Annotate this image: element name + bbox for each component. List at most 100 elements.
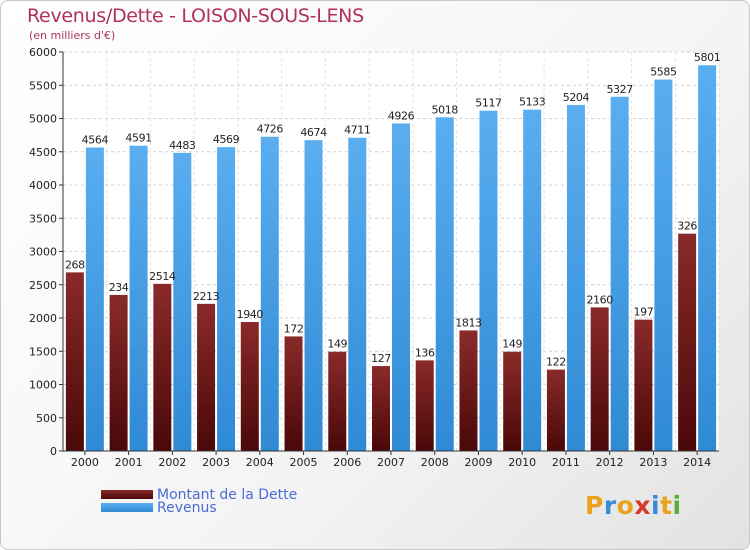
- data-label-dette-2013: 197: [634, 306, 654, 319]
- y-tick-label: 2500: [29, 279, 57, 292]
- bar-revenus-2004: [260, 136, 279, 451]
- bar-revenus-2003: [217, 147, 236, 451]
- y-axis: 0 500 1000 1500 2000 2500 3000 3500 4000 4500 5000…: [29, 46, 64, 458]
- y-tick-label: 5500: [29, 79, 57, 92]
- data-label-dette-2014: 326: [677, 220, 697, 233]
- bar-dette-2006: [328, 351, 347, 451]
- bar-revenus-2010: [523, 109, 542, 451]
- data-label-revenus-2004: 4726: [257, 123, 284, 136]
- logo-letter: i: [672, 491, 682, 520]
- legend-swatch-revenus: [101, 503, 153, 512]
- x-tick-label: 2000: [71, 456, 99, 469]
- bar-revenus-2012: [610, 96, 629, 451]
- y-tick-label: 4000: [29, 179, 57, 192]
- bar-dette-2010: [503, 351, 522, 451]
- x-tick-label: 2008: [421, 456, 449, 469]
- bar-revenus-2002: [173, 152, 192, 451]
- data-label-revenus-2003: 4569: [213, 133, 240, 146]
- bar-dette-2013: [634, 319, 653, 451]
- bar-dette-2011: [546, 369, 565, 451]
- chart-title: Revenus/Dette - LOISON-SOUS-LENS: [27, 5, 364, 27]
- legend-label-revenus: Revenus: [157, 500, 217, 516]
- data-label-dette-2005: 172: [284, 322, 304, 335]
- data-label-dette-2011: 122: [546, 356, 566, 369]
- bar-revenus-2011: [566, 104, 585, 452]
- legend-label-dette: Montant de la Dette: [157, 487, 297, 503]
- bar-dette-2009: [459, 330, 478, 451]
- chart-subtitle: (en milliers d'€): [29, 29, 116, 42]
- bar-dette-2005: [284, 336, 303, 451]
- logo-letter: r: [603, 491, 617, 520]
- data-label-revenus-2012: 5327: [606, 83, 633, 96]
- x-tick-label: 2002: [158, 456, 186, 469]
- x-tick-label: 2001: [115, 456, 143, 469]
- bar-revenus-2000: [85, 147, 104, 451]
- x-tick-label: 2003: [202, 456, 230, 469]
- x-tick-label: 2012: [596, 456, 624, 469]
- data-label-revenus-2014: 5801: [694, 51, 720, 64]
- x-tick-label: 2011: [552, 456, 580, 469]
- logo-letter: x: [634, 491, 651, 520]
- grid-lines: [62, 51, 720, 452]
- y-tick-label: 3000: [29, 246, 57, 259]
- data-label-dette-2007: 127: [371, 352, 391, 365]
- bar-dette-2012: [590, 307, 609, 451]
- data-label-revenus-2011: 5204: [563, 91, 590, 104]
- y-tick-label: 1000: [29, 379, 57, 392]
- data-label-revenus-2002: 4483: [169, 139, 196, 152]
- data-label-dette-2012: 2160: [586, 293, 613, 306]
- bar-revenus-2014: [698, 65, 717, 452]
- y-tick-label: 1500: [29, 345, 57, 358]
- data-label-revenus-2009: 5117: [475, 97, 502, 110]
- bar-dette-2014: [678, 233, 697, 451]
- y-tick-label: 5000: [29, 113, 57, 126]
- data-label-dette-2003: 2213: [193, 290, 220, 303]
- y-tick-label: 4500: [29, 146, 57, 159]
- data-label-dette-2001: 234: [109, 281, 129, 294]
- x-tick-label: 2009: [464, 456, 492, 469]
- data-label-revenus-2005: 4674: [300, 126, 327, 139]
- data-label-revenus-2001: 4591: [125, 132, 151, 145]
- bar-revenus-2001: [129, 145, 148, 452]
- y-tick-label: 6000: [29, 46, 57, 59]
- bar-labels: 268 4564 234 4591 2514 4483 2213 4569 1940 4726 17…: [65, 51, 721, 369]
- bar-revenus-2007: [392, 123, 410, 452]
- data-label-dette-2002: 2514: [149, 270, 176, 283]
- data-label-dette-2004: 1940: [237, 308, 264, 321]
- data-label-revenus-2013: 5585: [650, 66, 677, 79]
- y-tick-label: 500: [36, 412, 57, 425]
- data-label-revenus-2006: 4711: [344, 124, 370, 137]
- bar-dette-2002: [153, 283, 172, 451]
- bar-revenus-2005: [304, 140, 323, 451]
- x-tick-label: 2014: [683, 456, 711, 469]
- x-tick-label: 2007: [377, 456, 405, 469]
- x-tick-label: 2010: [508, 456, 536, 469]
- data-label-revenus-2008: 5018: [432, 103, 459, 116]
- data-label-dette-2010: 149: [502, 338, 522, 351]
- data-label-revenus-2000: 4564: [82, 133, 109, 146]
- data-label-revenus-2010: 5133: [519, 96, 546, 109]
- bar-revenus-2013: [654, 79, 673, 451]
- data-label-dette-2006: 149: [327, 338, 347, 351]
- bar-revenus-2009: [479, 110, 498, 452]
- x-tick-label: 2006: [333, 456, 361, 469]
- data-label-dette-2009: 1813: [455, 316, 482, 329]
- bar-revenus-2008: [435, 117, 454, 451]
- logo-letter: P: [585, 491, 604, 520]
- bar-dette-2007: [372, 366, 390, 451]
- bar-dette-2001: [109, 294, 128, 451]
- bar-dette-2003: [197, 303, 216, 451]
- x-tick-label: 2005: [290, 456, 318, 469]
- logo-letter: i: [651, 491, 661, 520]
- bars: [65, 65, 717, 452]
- data-label-revenus-2007: 4926: [388, 109, 415, 122]
- data-label-dette-2000: 268: [65, 258, 85, 271]
- legend-swatch-dette: [101, 490, 153, 499]
- y-tick-label: 3500: [29, 212, 57, 225]
- bar-dette-2000: [65, 272, 84, 451]
- data-label-dette-2008: 136: [415, 346, 435, 359]
- bar-revenus-2006: [348, 137, 367, 451]
- bar-dette-2004: [240, 321, 259, 451]
